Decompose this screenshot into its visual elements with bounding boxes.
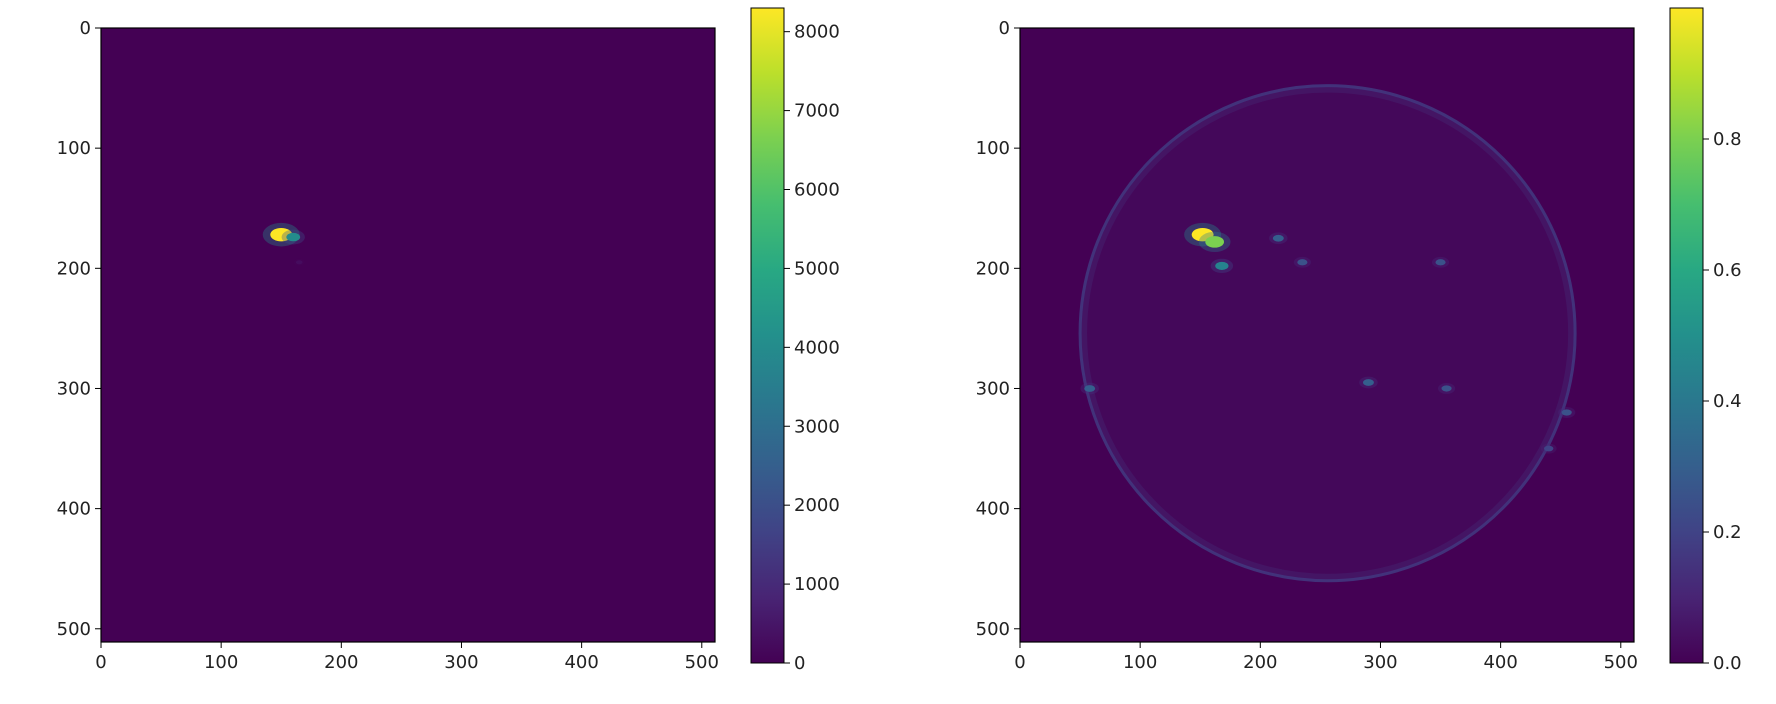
colorbar-tick-label: 1000 [794,574,840,595]
bright-feature [1272,234,1284,242]
x-tick-label: 500 [685,652,719,673]
colorbar-tick-label: 0.2 [1713,522,1742,543]
x-tick-label: 400 [1483,652,1517,673]
colorbar-tick-label: 0.0 [1713,653,1742,674]
bright-feature [295,260,303,265]
colorbar-tick-label: 0.6 [1713,260,1742,281]
solar-limb-glow [1081,86,1575,580]
colorbar-tick-label: 0 [794,653,805,674]
bright-feature [1215,261,1229,270]
y-tick-label: 500 [976,619,1010,640]
bright-feature [1297,259,1308,266]
x-tick-label: 400 [564,652,598,673]
bright-feature [1084,385,1096,392]
y-tick-label: 0 [80,18,91,39]
solar-limb [1078,84,1577,583]
colorbar-tick-label: 2000 [794,495,840,516]
x-tick-label: 200 [324,652,358,673]
x-tick-label: 100 [204,652,238,673]
colorbar [750,7,785,664]
image-background [101,28,715,642]
colorbar-tick-label: 4000 [794,337,840,358]
colorbar [1669,7,1704,664]
solar-disk [1080,85,1576,581]
colorbar-tick-label: 8000 [794,22,840,43]
y-tick-label: 100 [976,138,1010,159]
y-tick-label: 400 [57,499,91,520]
colorbar-tick-label: 5000 [794,258,840,279]
bright-feature [1544,445,1554,452]
panel-left: 0 100 200 300 400 500010020030040050001000200… [57,7,840,674]
y-tick-label: 400 [976,499,1010,520]
y-tick-label: 0 [999,18,1010,39]
bright-feature [286,232,301,242]
y-tick-label: 100 [57,138,91,159]
colorbar-tick-label: 0.4 [1713,391,1742,412]
x-tick-label: 0 [95,652,106,673]
y-tick-label: 300 [57,378,91,399]
x-tick-label: 100 [1123,652,1157,673]
bright-feature [1435,259,1446,266]
x-tick-label: 300 [444,652,478,673]
y-tick-label: 200 [57,258,91,279]
x-tick-label: 300 [1363,652,1397,673]
y-tick-label: 200 [976,258,1010,279]
bright-feature [1561,409,1572,416]
colorbar-tick-label: 7000 [794,101,840,122]
image-background [1020,28,1634,642]
x-tick-label: 0 [1014,652,1025,673]
axes-frame [100,27,716,643]
colorbar-tick-label: 3000 [794,416,840,437]
bright-feature [1362,379,1374,386]
x-tick-label: 500 [1604,652,1638,673]
x-tick-label: 200 [1243,652,1277,673]
panel-right: 0 100 200 300 400 50001002003004005000.00.20.… [976,7,1742,674]
y-tick-label: 300 [976,378,1010,399]
y-tick-label: 500 [57,619,91,640]
image-content [262,222,305,266]
axes-frame [1019,27,1635,643]
colorbar-tick-label: 6000 [794,180,840,201]
bright-feature [1205,236,1225,248]
image-content [1078,84,1577,583]
colorbar-tick-label: 0.8 [1713,129,1742,150]
bright-feature [1441,385,1452,392]
